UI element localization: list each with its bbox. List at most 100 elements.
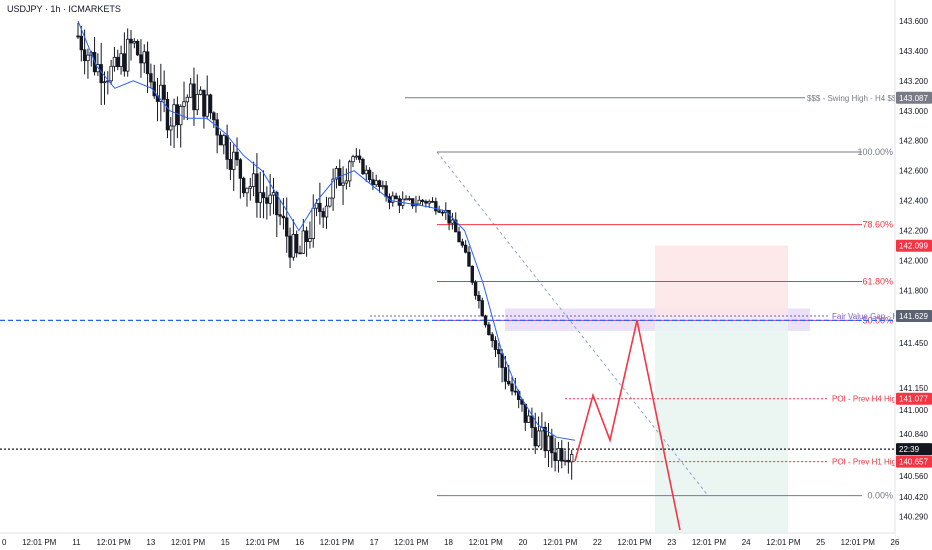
candle-body — [334, 168, 339, 180]
y-tick-label: 143.400 — [899, 47, 928, 56]
level-label: 0.00% — [867, 491, 893, 501]
candle-body — [460, 241, 465, 246]
candle-body — [483, 315, 488, 326]
candle-body — [251, 173, 256, 187]
candle-body — [526, 415, 531, 423]
price-badge-label: 141.629 — [899, 312, 928, 321]
candle-body — [354, 155, 359, 158]
y-tick-label: 140.290 — [899, 513, 928, 522]
candle-body — [384, 185, 388, 198]
candle-body — [281, 215, 286, 219]
candle-body — [245, 187, 249, 194]
candle-body — [493, 340, 498, 350]
time-axis-bg — [0, 533, 895, 550]
x-tick-label: 12:01 PM — [469, 538, 504, 547]
ema-line — [77, 20, 576, 441]
candle-body — [490, 334, 494, 341]
candle-body — [76, 35, 80, 38]
price-badge — [896, 91, 932, 104]
price-badge — [896, 239, 932, 252]
y-tick-label: 141.800 — [899, 286, 928, 295]
candle-body — [437, 210, 441, 213]
y-tick-label: 143.200 — [899, 77, 928, 86]
candle-body — [533, 427, 537, 447]
candle-body — [394, 195, 398, 200]
candle-body — [447, 209, 451, 224]
candle-body — [198, 89, 203, 95]
candle-body — [477, 295, 481, 302]
candle-body — [467, 251, 471, 267]
candle-body — [560, 448, 564, 462]
candle-body — [341, 182, 345, 186]
candle-body — [228, 158, 233, 170]
candle-body — [116, 56, 120, 67]
y-tick-label: 140.560 — [899, 472, 928, 481]
price-badge-label: 143.087 — [899, 94, 928, 103]
candle-body — [175, 104, 180, 126]
projection-path — [574, 320, 681, 531]
price-badge — [896, 455, 932, 468]
level-label: Fair Value Gap - H1 — [832, 312, 903, 321]
candle-body — [205, 94, 209, 117]
x-tick-label: 12:01 PM — [543, 538, 578, 547]
x-tick-label: 13 — [146, 538, 155, 547]
candle-body — [381, 185, 385, 188]
candle-body — [278, 214, 282, 217]
y-tick-label: 141.150 — [899, 384, 928, 393]
candle-body — [268, 194, 272, 204]
x-tick-label: 23 — [667, 538, 676, 547]
candle-body — [185, 96, 190, 103]
x-tick-label: 15 — [221, 538, 230, 547]
candle-body — [510, 383, 514, 392]
candle-body — [410, 198, 415, 207]
level-label: $$$ - Swing High - H4 $$$ — [807, 94, 901, 103]
y-tick-label: 142.400 — [899, 197, 928, 206]
candle-body — [195, 94, 199, 111]
x-tick-label: 0 — [2, 538, 7, 547]
y-tick-label: 141.000 — [899, 406, 928, 415]
candle-body — [563, 459, 567, 462]
candle-body — [288, 235, 292, 258]
candle-body — [407, 198, 412, 201]
candle-body — [344, 180, 349, 184]
candle-body — [265, 197, 269, 204]
candle-body — [513, 390, 518, 393]
candle-body — [225, 135, 229, 160]
candle-body — [135, 40, 140, 56]
candle-body — [139, 54, 143, 64]
candle-body — [324, 205, 329, 218]
price-badge — [896, 443, 932, 456]
candle-body — [241, 177, 246, 194]
candle-body — [162, 84, 166, 100]
candle-body — [261, 192, 266, 199]
candle-body — [463, 244, 468, 253]
candle-body — [172, 104, 176, 127]
x-tick-label: 12:01 PM — [617, 538, 652, 547]
x-tick-label: 12:01 PM — [97, 538, 132, 547]
candle-body — [159, 84, 163, 102]
candle-body — [212, 112, 216, 121]
price-badge — [896, 310, 932, 323]
x-tick-label: 12:01 PM — [766, 538, 801, 547]
candle-body — [454, 219, 458, 233]
candle-body — [285, 217, 289, 237]
candle-body — [427, 200, 431, 204]
candle-body — [424, 201, 428, 204]
x-tick-label: 18 — [444, 538, 453, 547]
candle-body — [275, 192, 279, 216]
x-tick-label: 12:01 PM — [394, 538, 429, 547]
candle-body — [311, 207, 315, 239]
candle-body — [404, 198, 408, 201]
candle-body — [255, 173, 259, 203]
zone-target — [655, 317, 788, 533]
candle-body — [371, 179, 375, 186]
candle-body — [553, 452, 557, 462]
candle-body — [543, 426, 547, 452]
candle-body — [149, 73, 153, 83]
candle-body — [188, 83, 193, 98]
candle-body — [391, 195, 395, 203]
level-label: 100.00% — [857, 147, 893, 157]
x-tick-label: 12:01 PM — [245, 538, 280, 547]
candle-body — [291, 234, 296, 258]
